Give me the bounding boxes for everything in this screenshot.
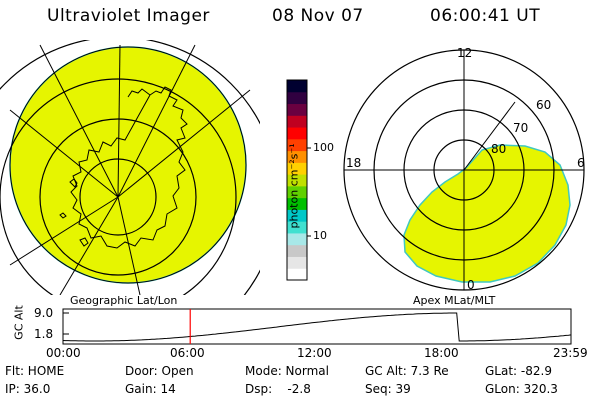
altitude-curve	[62, 312, 572, 342]
date-label: 08 Nov 07	[272, 6, 364, 26]
colorbar-segment	[287, 162, 307, 175]
left-caption: Geographic Lat/Lon	[70, 294, 178, 307]
colorbar-tick-100: 100	[313, 141, 334, 154]
aurora-fill-right	[403, 144, 571, 283]
altitude-plot	[62, 308, 572, 345]
colorbar-segment	[287, 268, 307, 281]
status-door: Door: Open	[125, 364, 194, 378]
right-caption: Apex MLat/MLT	[413, 294, 496, 307]
mlt-label-0: 0	[467, 278, 475, 292]
colorbar-segment	[287, 174, 307, 187]
xtick-0600: 06:00	[170, 346, 205, 360]
colorbar-frame	[286, 79, 308, 281]
instrument-title: Ultraviolet Imager	[47, 6, 210, 26]
colorbar-segment	[287, 197, 307, 210]
mlt-label-18: 18	[346, 156, 362, 170]
lat-label-70: 70	[513, 121, 529, 135]
time-label: 06:00:41 UT	[430, 6, 541, 26]
status-seq: Seq: 39	[365, 382, 411, 396]
colorbar-segment	[287, 80, 307, 93]
status-dsp: Dsp: -2.8	[245, 382, 311, 396]
colorbar-unit-label: photon cm⁻²s⁻¹	[287, 143, 301, 229]
colorbar-segment	[287, 150, 307, 163]
colorbar-segment	[287, 115, 307, 128]
coastline	[70, 86, 188, 249]
ytick-9-0: 9.0	[34, 306, 54, 320]
peninsula	[127, 88, 151, 98]
xtick-2359: 23:59	[553, 346, 588, 360]
lat-label-60: 60	[536, 98, 552, 112]
colorbar-segment	[287, 127, 307, 140]
xtick-1200: 12:00	[297, 346, 332, 360]
aurora-fill-left	[9, 46, 247, 284]
map-boundary	[9, 46, 247, 284]
status-flt: Flt: HOME	[5, 364, 65, 378]
colorbar-segment	[287, 91, 307, 105]
status-glat: GLat: -82.9	[485, 364, 552, 378]
status-mode: Mode: Normal	[245, 364, 329, 378]
colorbar-segment	[287, 103, 307, 116]
colorbar-segment	[287, 209, 307, 222]
colorbar	[286, 79, 311, 281]
altitude-ylabel: GC Alt	[12, 305, 26, 340]
mlt-label-12: 12	[457, 46, 473, 60]
lat-label-80: 80	[491, 142, 507, 156]
mlt-label-6: 6	[577, 156, 585, 170]
colorbar-segment	[287, 256, 307, 269]
xtick-1800: 18:00	[424, 346, 459, 360]
ytick-1-8: 1.8	[34, 327, 54, 341]
colorbar-segment	[287, 221, 307, 234]
meridians	[9, 44, 251, 295]
colorbar-segment	[287, 232, 307, 246]
status-gcalt: GC Alt: 7.3 Re	[365, 364, 449, 378]
status-glon: GLon: 320.3	[485, 382, 558, 396]
status-gain: Gain: 14	[125, 382, 176, 396]
colorbar-segment	[287, 244, 307, 257]
status-ip: IP: 36.0	[5, 382, 51, 396]
geographic-map	[0, 40, 260, 295]
colorbar-tick-10: 10	[313, 229, 327, 242]
coastline-islands	[59, 178, 89, 247]
colorbar-segment	[287, 185, 307, 199]
colorbar-segment	[287, 138, 307, 152]
magnetic-polar-plot	[343, 49, 585, 291]
xtick-0000: 00:00	[46, 346, 81, 360]
